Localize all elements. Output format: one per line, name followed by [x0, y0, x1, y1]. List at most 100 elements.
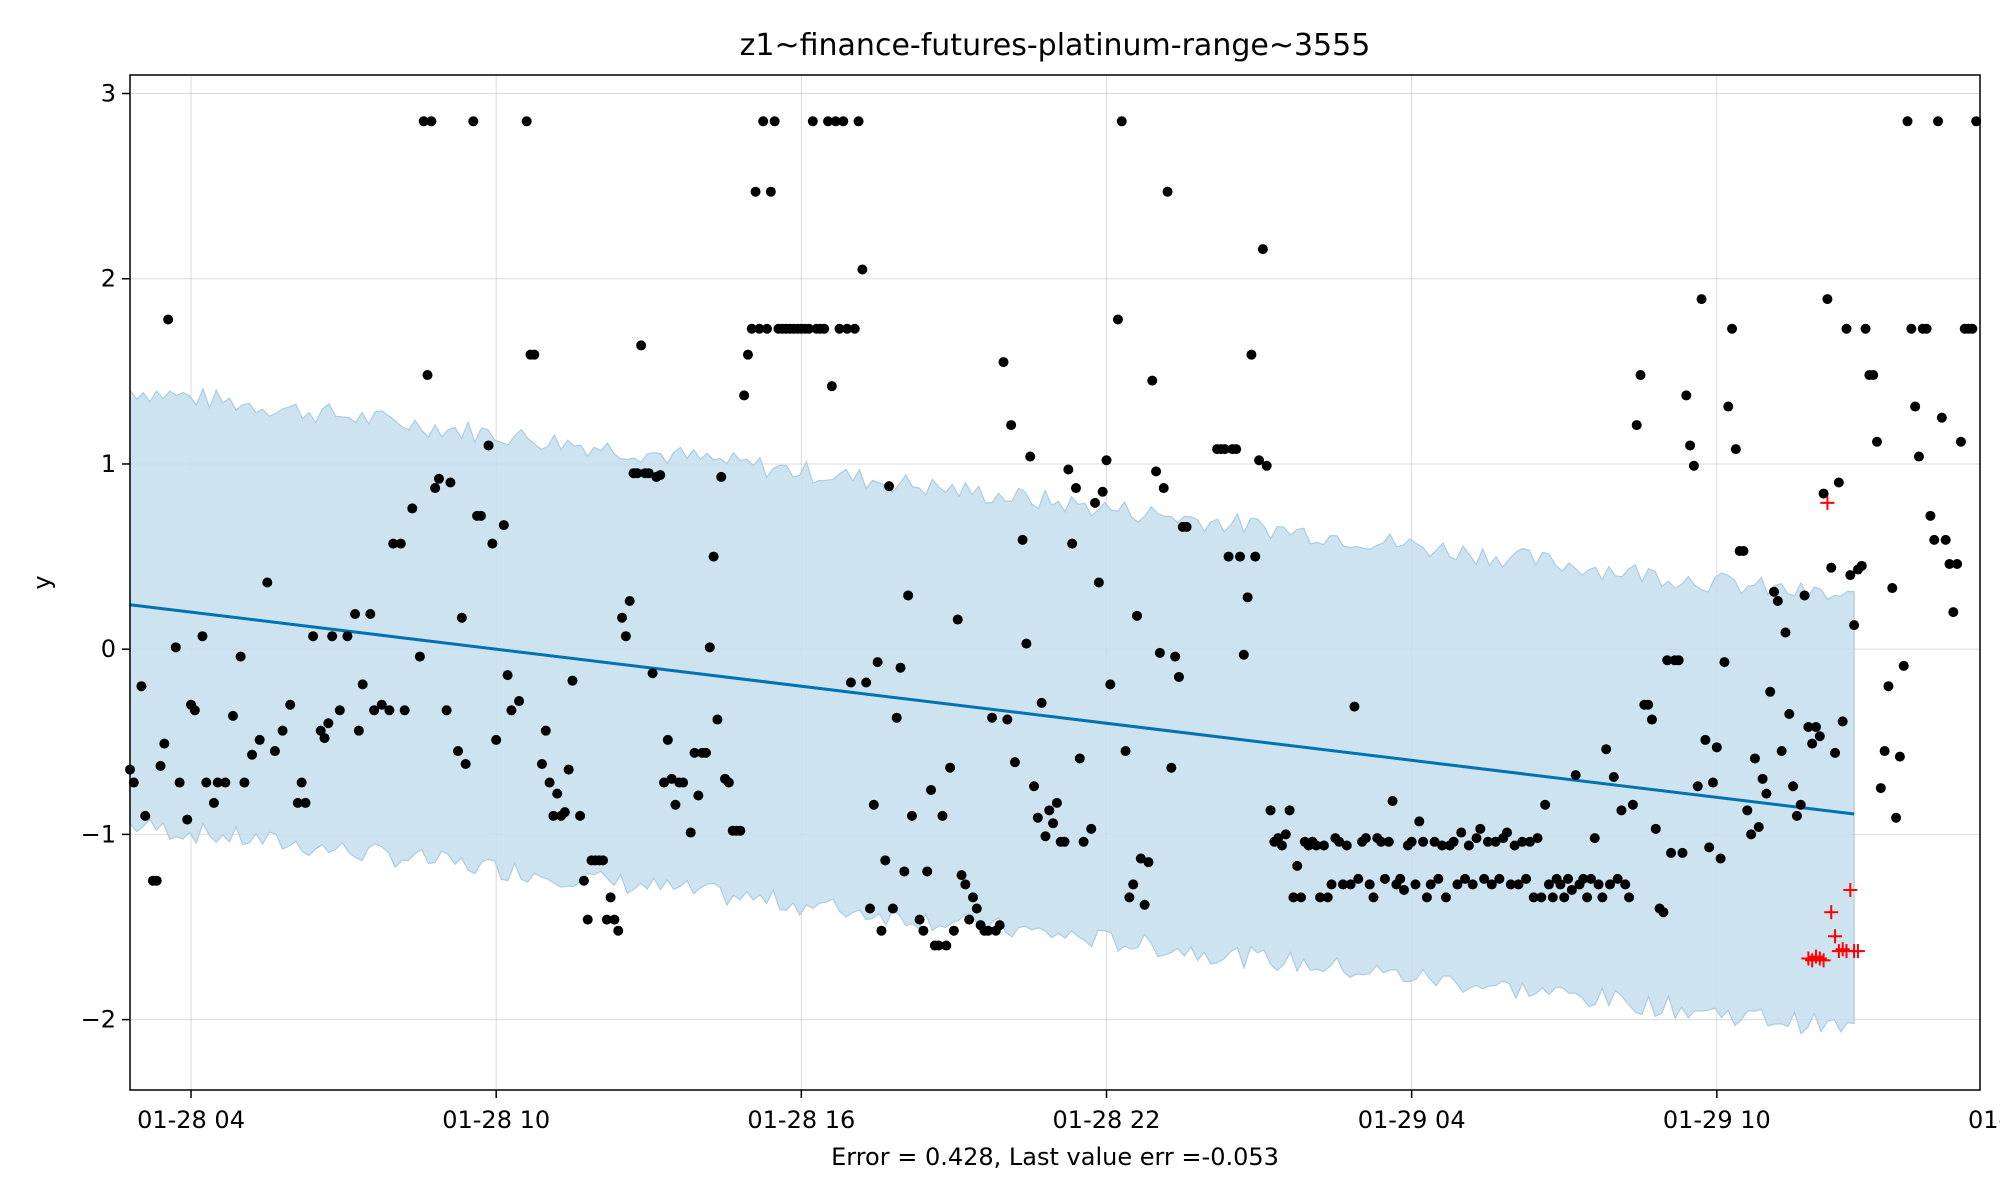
data-point — [1833, 477, 1844, 488]
data-point — [998, 357, 1009, 368]
data-point — [1070, 483, 1081, 494]
data-point — [1452, 879, 1463, 890]
data-point — [1727, 323, 1738, 334]
data-point — [1246, 349, 1257, 360]
data-point — [433, 473, 444, 484]
data-point — [506, 705, 517, 716]
data-point — [1906, 323, 1917, 334]
data-point — [1326, 879, 1337, 890]
data-point — [1883, 681, 1894, 692]
data-point — [1677, 847, 1688, 858]
data-point — [937, 810, 948, 821]
data-point — [1341, 840, 1352, 851]
data-point — [140, 810, 151, 821]
data-point — [1521, 873, 1532, 884]
data-point — [1826, 562, 1837, 573]
y-tick-label: 2 — [101, 265, 116, 293]
y-axis-ticks: −2 −1 0 1 2 3 — [81, 80, 130, 1034]
data-point — [1608, 771, 1619, 782]
data-point — [987, 712, 998, 723]
data-point — [357, 679, 368, 690]
future-points — [1801, 495, 1865, 968]
data-point — [853, 116, 864, 127]
data-point — [819, 323, 830, 334]
data-point — [1479, 873, 1490, 884]
data-point — [1780, 627, 1791, 638]
data-point — [1688, 460, 1699, 471]
data-point — [1105, 679, 1116, 690]
data-point — [933, 940, 944, 951]
data-point — [1891, 812, 1902, 823]
data-point — [1090, 497, 1101, 508]
data-point — [678, 777, 689, 788]
data-point — [1162, 186, 1173, 197]
data-point — [1814, 731, 1825, 742]
data-point — [189, 705, 200, 716]
data-point — [716, 471, 727, 482]
data-point — [1738, 546, 1749, 557]
data-point — [1170, 651, 1181, 662]
data-point — [830, 116, 841, 127]
data-point — [1181, 521, 1192, 532]
data-point — [1086, 823, 1097, 834]
data-point — [842, 323, 853, 334]
data-point — [1044, 805, 1055, 816]
data-point — [1151, 466, 1162, 477]
data-point — [1048, 818, 1059, 829]
data-point — [552, 788, 563, 799]
x-axis-label: Error = 0.428, Last value err =-0.053 — [831, 1143, 1279, 1171]
data-point — [1807, 738, 1818, 749]
data-point — [445, 477, 456, 488]
data-point — [960, 879, 971, 890]
data-point — [1059, 836, 1070, 847]
data-point — [1132, 610, 1143, 621]
data-point — [1379, 873, 1390, 884]
observed-points — [125, 116, 1982, 951]
chart-title: z1~finance-futures-platinum-range~3555 — [740, 28, 1371, 63]
data-point — [685, 827, 696, 838]
data-point — [1467, 879, 1478, 890]
data-point — [1818, 488, 1829, 499]
data-point — [1360, 833, 1371, 844]
data-point — [151, 875, 162, 886]
data-point — [1120, 746, 1131, 757]
data-point — [300, 797, 311, 808]
data-point — [159, 738, 170, 749]
data-point — [758, 116, 769, 127]
x-axis-ticks: 01-28 04 01-28 10 01-28 16 01-28 22 01-29 04… — [137, 1090, 2000, 1134]
data-point — [418, 116, 429, 127]
data-point — [1429, 836, 1440, 847]
data-point — [1795, 799, 1806, 810]
data-point — [1337, 879, 1348, 890]
data-point — [422, 370, 433, 381]
data-point — [1788, 781, 1799, 792]
data-point — [163, 314, 174, 325]
data-point — [521, 116, 532, 127]
data-point — [1772, 596, 1783, 607]
data-point — [201, 777, 212, 788]
data-point — [601, 914, 612, 925]
data-point — [498, 520, 509, 531]
data-point — [1620, 879, 1631, 890]
y-tick-label: 0 — [101, 635, 116, 663]
data-point — [491, 734, 502, 745]
data-point — [926, 784, 937, 795]
data-point — [430, 483, 441, 494]
data-point — [1631, 420, 1642, 431]
data-point — [1765, 686, 1776, 697]
data-point — [578, 875, 589, 886]
data-point — [1353, 873, 1364, 884]
x-tick-label: 01-28 04 — [137, 1106, 245, 1134]
data-point — [1559, 892, 1570, 903]
data-point — [1288, 892, 1299, 903]
data-point — [643, 468, 654, 479]
data-point — [1235, 551, 1245, 562]
data-point — [1345, 879, 1356, 890]
data-point — [1887, 583, 1898, 594]
data-point — [1810, 721, 1821, 732]
data-point — [1097, 486, 1108, 497]
data-point — [1707, 777, 1718, 788]
data-point — [1540, 799, 1551, 810]
data-point — [742, 349, 753, 360]
